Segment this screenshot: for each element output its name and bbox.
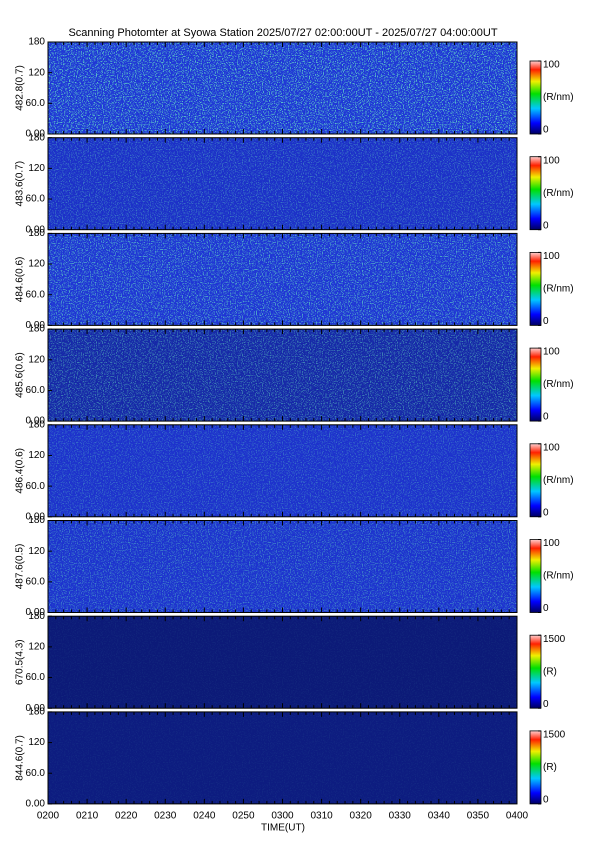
y-tick-label: 180 <box>28 37 45 48</box>
y-tick-label: 60.0 <box>26 194 46 205</box>
y-tick-label: 0.00 <box>26 129 46 140</box>
colorbar-label: (R/nm) <box>543 188 574 199</box>
colorbar-tick-label: 0 <box>543 412 549 423</box>
x-tick-label: 0220 <box>115 811 138 822</box>
colorbar-tick-label: 1500 <box>543 730 566 741</box>
colorbar <box>529 539 542 613</box>
y-tick-label: 180 <box>28 324 45 335</box>
panel-speckle <box>48 520 517 613</box>
colorbar-tick-label: 0 <box>543 603 549 614</box>
colorbar-tick-label: 100 <box>543 347 560 358</box>
y-axis-label: 670.5(4.3) <box>15 639 26 685</box>
panel-speckle <box>48 711 517 804</box>
x-tick-label: 0310 <box>310 811 333 822</box>
y-tick-label: 60.0 <box>26 289 46 300</box>
y-tick-label: 0.00 <box>26 320 46 331</box>
y-tick-label: 120 <box>28 67 45 78</box>
y-tick-label: 0.00 <box>26 703 46 714</box>
y-axis-label: 486.4(0.6) <box>15 448 26 494</box>
colorbar-tick-label: 100 <box>543 155 560 166</box>
y-tick-label: 60.0 <box>26 672 46 683</box>
y-tick-label: 60.0 <box>26 481 46 492</box>
y-tick-label: 0.00 <box>26 416 46 427</box>
y-tick-label: 0.00 <box>26 224 46 235</box>
colorbar <box>529 730 542 805</box>
colorbar-label: (R/nm) <box>543 571 574 582</box>
y-tick-label: 60.0 <box>26 98 46 109</box>
x-tick-label: 0400 <box>506 811 529 822</box>
x-tick-label: 0330 <box>389 811 412 822</box>
y-tick-label: 120 <box>28 450 45 461</box>
colorbar <box>529 443 542 518</box>
colorbar-label: (R/nm) <box>543 379 574 390</box>
y-tick-label: 180 <box>28 419 45 430</box>
y-tick-label: 60.0 <box>26 576 46 587</box>
panel-speckle <box>48 616 517 709</box>
y-tick-label: 120 <box>28 642 45 653</box>
y-axis-label: 485.6(0.6) <box>15 352 26 398</box>
x-tick-label: 0240 <box>193 811 216 822</box>
colorbar-tick-label: 1500 <box>543 634 566 645</box>
colorbar-label: (R) <box>543 762 557 773</box>
colorbar-tick-label: 0 <box>543 316 549 327</box>
y-tick-label: 60.0 <box>26 768 46 779</box>
colorbar <box>529 156 542 231</box>
x-tick-label: 0230 <box>154 811 177 822</box>
y-tick-label: 120 <box>28 259 45 270</box>
y-tick-label: 180 <box>28 611 45 622</box>
colorbar-tick-label: 0 <box>543 699 549 710</box>
panel-speckle <box>48 329 517 422</box>
y-tick-label: 120 <box>28 354 45 365</box>
x-tick-label: 0350 <box>467 811 490 822</box>
colorbar-tick-label: 100 <box>543 442 560 453</box>
x-tick-label: 0250 <box>232 811 255 822</box>
colorbar-label: (R/nm) <box>543 475 574 486</box>
chart-title: Scanning Photomter at Syowa Station 2025… <box>68 27 497 39</box>
y-axis-label: 484.6(0.6) <box>15 257 26 303</box>
y-tick-label: 180 <box>28 228 45 239</box>
y-tick-label: 180 <box>28 707 45 718</box>
colorbar <box>529 634 542 709</box>
y-tick-label: 60.0 <box>26 385 46 396</box>
colorbar-tick-label: 100 <box>543 538 560 549</box>
y-tick-label: 0.00 <box>26 799 46 810</box>
y-tick-label: 120 <box>28 546 45 557</box>
panel-speckle <box>48 424 517 517</box>
colorbar <box>529 251 542 326</box>
y-tick-label: 180 <box>28 132 45 143</box>
colorbar-tick-label: 100 <box>543 60 560 71</box>
colorbar <box>529 347 542 422</box>
y-tick-label: 120 <box>28 163 45 174</box>
panel-speckle <box>48 137 517 230</box>
y-axis-label: 483.6(0.7) <box>15 161 26 207</box>
y-axis-label: 844.6(0.7) <box>15 735 26 781</box>
colorbar-tick-label: 0 <box>543 125 549 136</box>
colorbar-tick-label: 100 <box>543 251 560 262</box>
y-tick-label: 120 <box>28 737 45 748</box>
x-tick-label: 0300 <box>271 811 294 822</box>
panel-speckle <box>48 42 517 134</box>
x-axis-label: TIME(UT) <box>261 823 305 834</box>
y-tick-label: 0.00 <box>26 511 46 522</box>
colorbar-label: (R) <box>543 666 557 677</box>
y-tick-label: 0.00 <box>26 607 46 618</box>
x-tick-label: 0320 <box>350 811 373 822</box>
colorbar <box>529 60 542 135</box>
x-tick-label: 0200 <box>37 811 60 822</box>
colorbar-label: (R/nm) <box>543 92 574 103</box>
colorbar-tick-label: 0 <box>543 220 549 231</box>
colorbar-tick-label: 0 <box>543 795 549 806</box>
y-axis-label: 482.8(0.7) <box>15 65 26 111</box>
y-tick-label: 180 <box>28 515 45 526</box>
colorbar-tick-label: 0 <box>543 507 549 518</box>
x-tick-label: 0210 <box>76 811 99 822</box>
colorbar-label: (R/nm) <box>543 284 574 295</box>
x-tick-label: 0340 <box>428 811 451 822</box>
panel-speckle <box>48 233 517 326</box>
y-axis-label: 487.6(0.5) <box>15 544 26 590</box>
